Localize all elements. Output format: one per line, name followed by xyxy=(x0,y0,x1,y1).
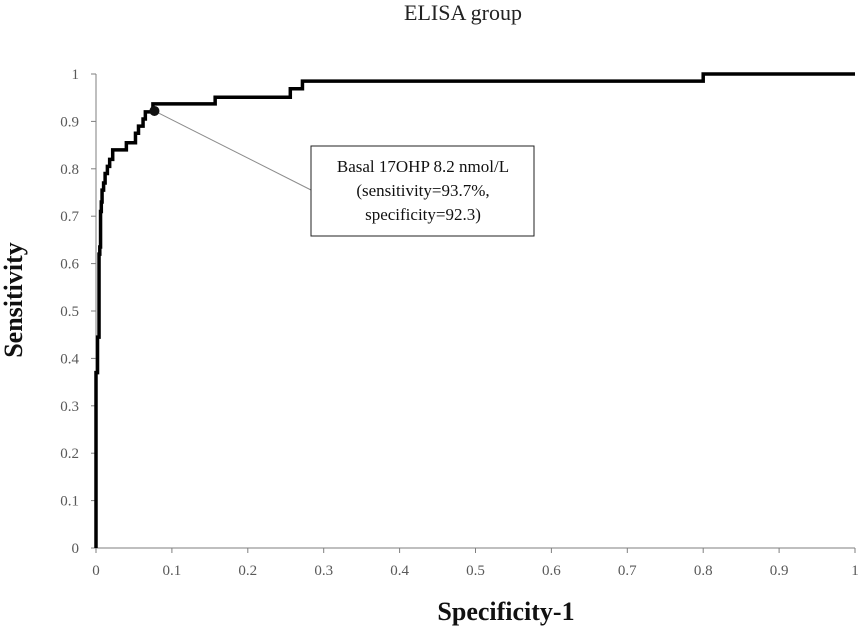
x-tick-label: 0.2 xyxy=(238,563,257,579)
axes xyxy=(95,74,855,549)
x-tick-label: 0 xyxy=(92,563,100,579)
cutoff-point-marker xyxy=(149,105,160,116)
x-tick-label: 0.8 xyxy=(694,563,713,579)
chart-title: ELISA group xyxy=(404,0,522,25)
x-tick-label: 1 xyxy=(851,563,859,579)
annotation-box: Basal 17OHP 8.2 nmol/L (sensitivity=93.7… xyxy=(310,145,535,237)
y-tick-label: 0.8 xyxy=(60,162,79,178)
x-tick-label: 0.9 xyxy=(770,563,789,579)
annotation-line-2: (sensitivity=93.7%, xyxy=(356,181,489,200)
x-tick-label: 0.1 xyxy=(163,563,182,579)
y-tick-label: 0 xyxy=(72,541,80,557)
y-tick-label: 0.9 xyxy=(60,114,79,130)
y-tick-label: 0.3 xyxy=(60,399,79,415)
annotation-line-3: specificity=92.3) xyxy=(365,205,481,224)
x-axis-ticks: 0 0.1 0.2 0.3 0.4 0.5 0.6 0.7 0.8 0.9 1 xyxy=(92,548,859,579)
x-tick-label: 0.6 xyxy=(542,563,561,579)
annotation-box-frame xyxy=(310,145,535,237)
annotation-leader-line xyxy=(154,110,312,191)
y-tick-label: 0.5 xyxy=(60,304,79,320)
x-tick-label: 0.3 xyxy=(314,563,333,579)
y-tick-label: 0.2 xyxy=(60,446,79,462)
y-tick-label: 0.7 xyxy=(60,209,79,225)
y-tick-label: 0.6 xyxy=(60,257,79,273)
y-tick-label: 0.4 xyxy=(60,351,79,367)
annotation-line-1: Basal 17OHP 8.2 nmol/L xyxy=(337,157,509,176)
x-tick-label: 0.5 xyxy=(466,563,485,579)
y-axis-title: Sensitivity xyxy=(0,242,28,358)
roc-curve xyxy=(94,72,855,548)
y-axis-ticks: 0 0.1 0.2 0.3 0.4 0.5 0.6 0.7 0.8 0.9 1 xyxy=(60,67,96,557)
x-tick-label: 0.7 xyxy=(618,563,637,579)
x-axis-title: Specificity-1 xyxy=(437,597,574,626)
x-tick-label: 0.4 xyxy=(390,563,409,579)
y-tick-label: 0.1 xyxy=(60,494,79,510)
y-tick-label: 1 xyxy=(72,67,80,83)
